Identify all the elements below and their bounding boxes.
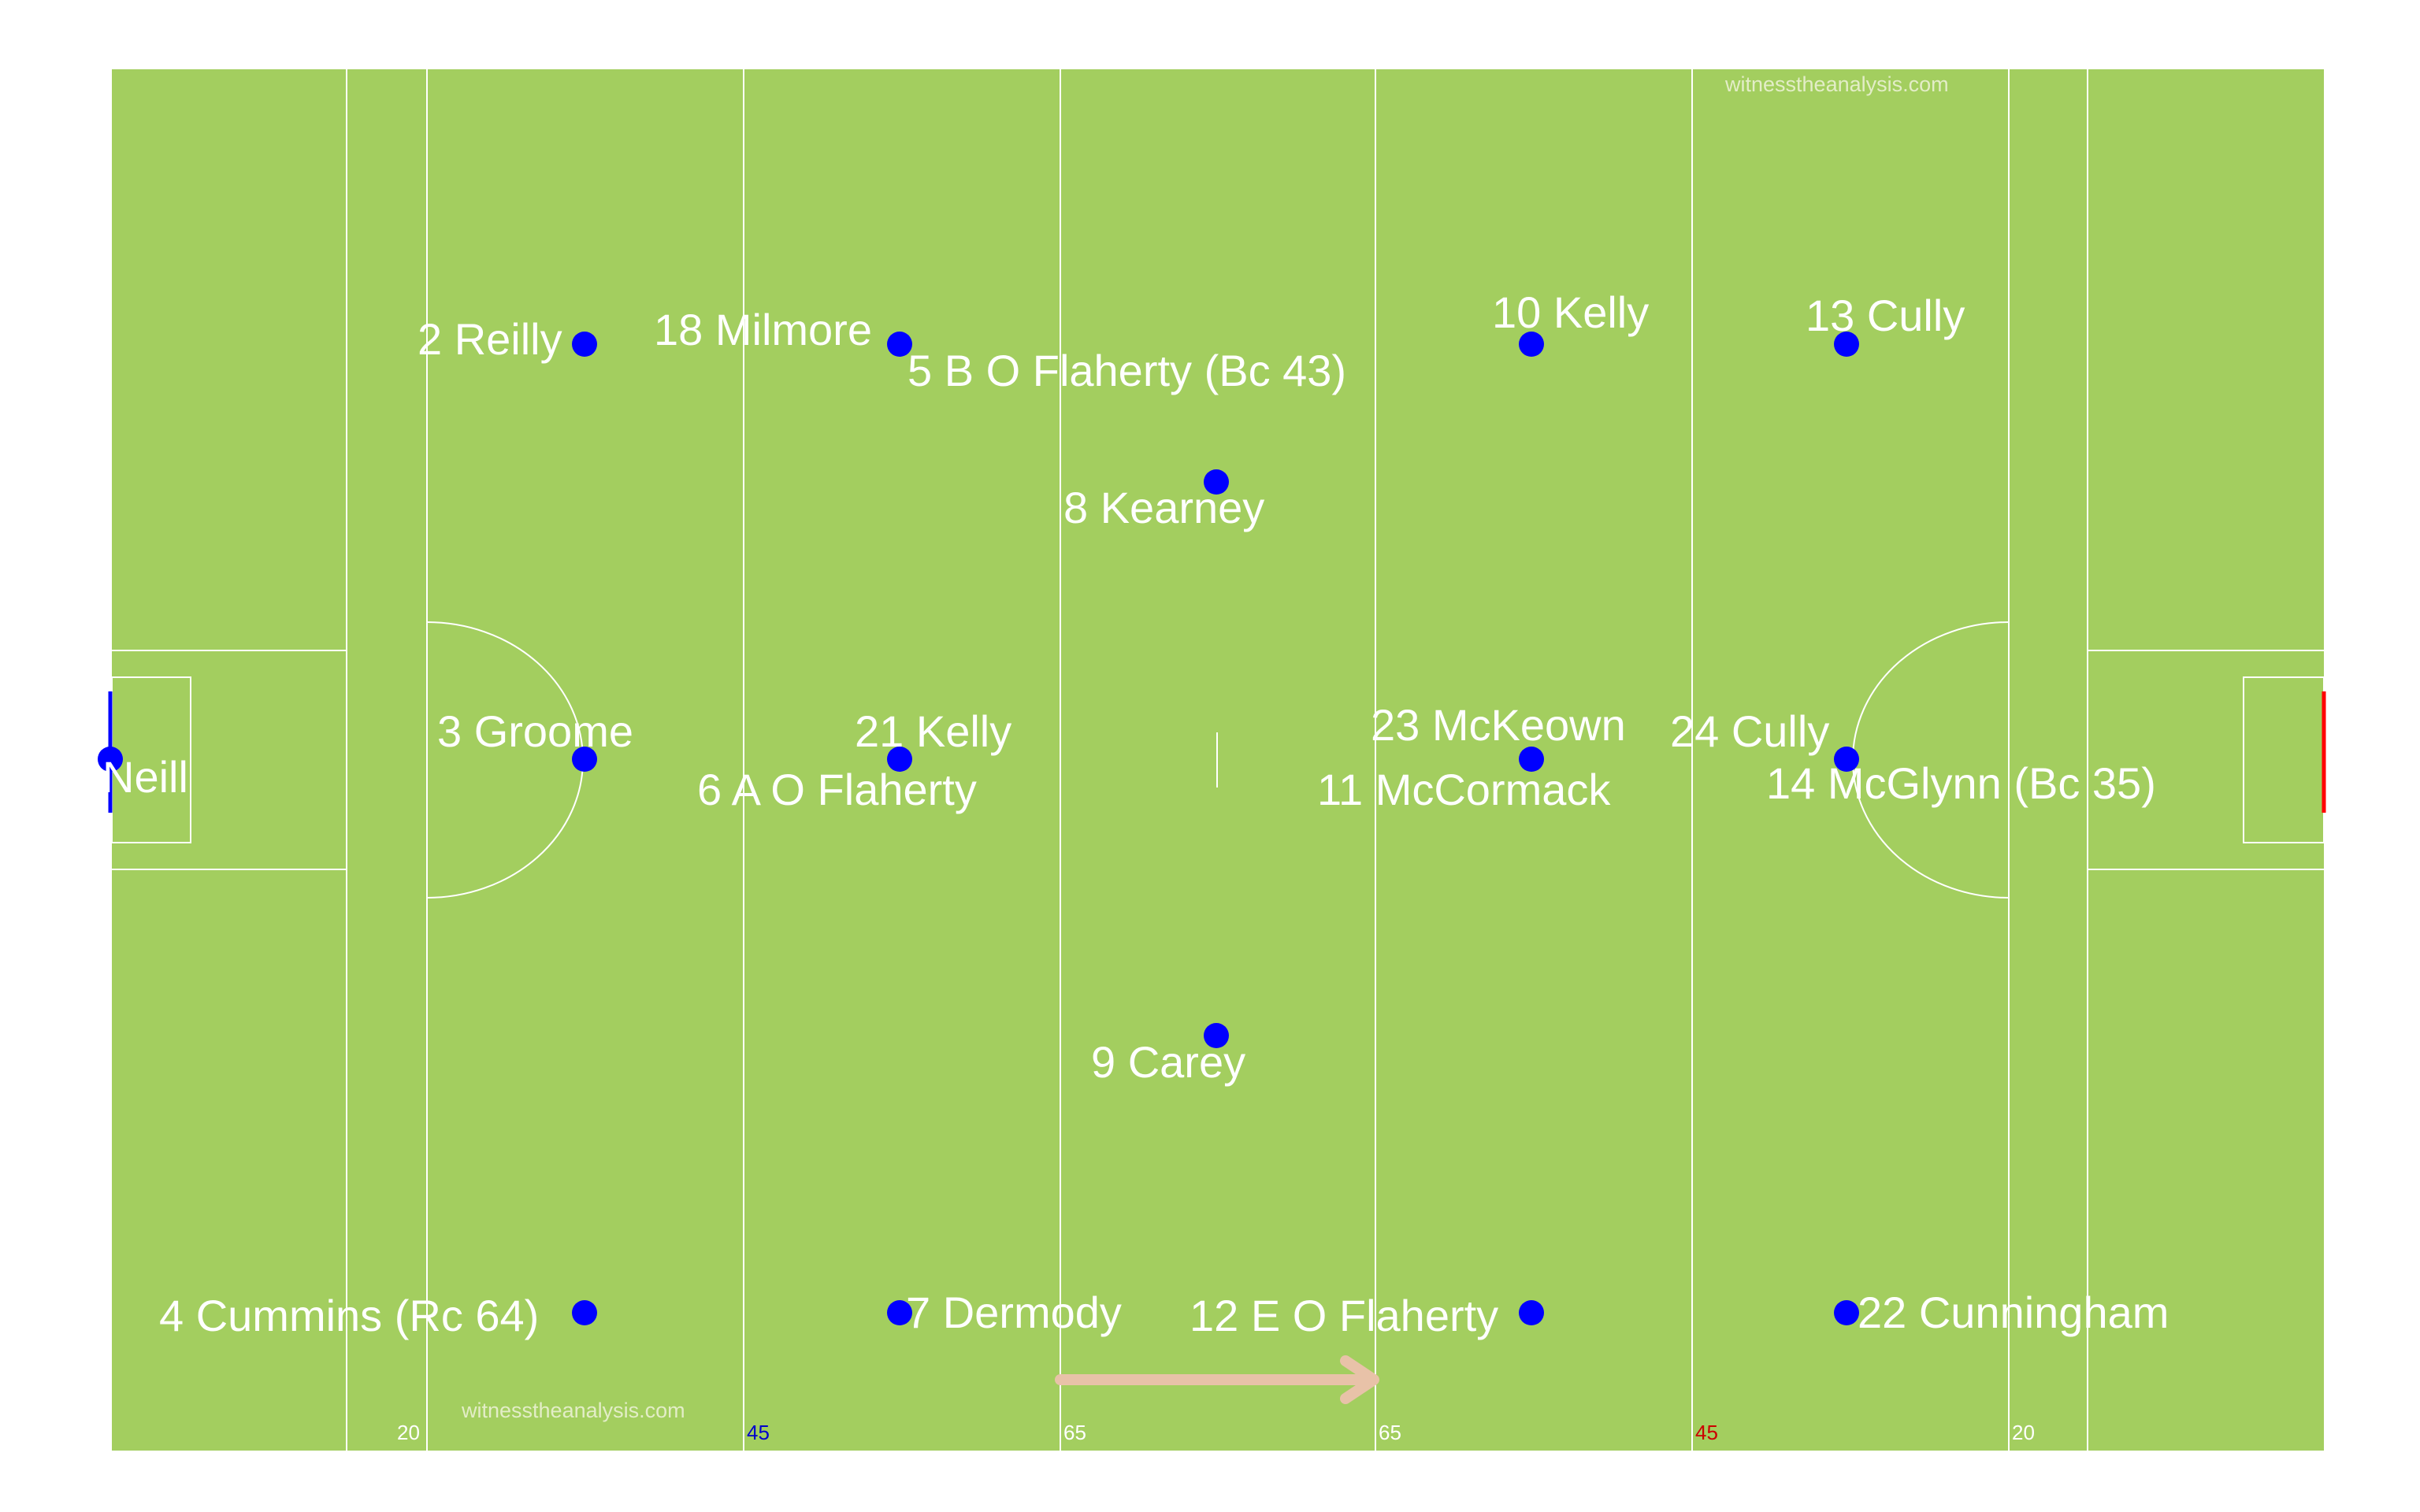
- player-marker-13-cully: [1834, 332, 1859, 357]
- player-label-9-carey: 9 Carey: [1091, 1037, 1245, 1087]
- player-marker-22-cunningham: [1834, 1300, 1859, 1325]
- player-marker-21-kelly: [887, 747, 912, 772]
- player-marker-18-milmore: [887, 332, 912, 357]
- distance-marker-right-45: 45: [1695, 1421, 1718, 1444]
- player-label-14-mcglynn-bc-35: 14 McGlynn (Bc 35): [1766, 758, 2156, 808]
- player-label-21-kelly: 21 Kelly: [855, 706, 1011, 756]
- player-label-24-cully: 24 Cully: [1670, 706, 1829, 756]
- players-layer: Neill 2 Reilly 3 Groome 4 Cummins (Rc 64) 18…: [98, 287, 2169, 1340]
- player-label-2-reilly: 2 Reilly: [418, 314, 562, 364]
- distance-marker-right-20: 20: [2012, 1421, 2035, 1444]
- player-marker-14-mcglynn-bc-35: [1834, 747, 1859, 772]
- player-label-3-groome: 3 Groome: [437, 706, 633, 756]
- player-marker-3-groome: [572, 747, 597, 772]
- distance-marker-left-65: 65: [1063, 1421, 1086, 1444]
- player-label-23-mckeown: 23 McKeown: [1371, 700, 1626, 750]
- distance-markers: 20 45 65 65 45 20: [397, 1421, 2035, 1444]
- player-label-7-dermody: 7 Dermody: [906, 1288, 1122, 1337]
- pitch-markings: [111, 69, 2325, 1451]
- player-marker-8-kearney: [1204, 469, 1229, 495]
- player-label-8-kearney: 8 Kearney: [1063, 483, 1264, 532]
- player-marker-23-mckeown: [1519, 747, 1544, 772]
- distance-marker-left-20: 20: [397, 1421, 420, 1444]
- player-label-10-kelly: 10 Kelly: [1492, 287, 1649, 337]
- distance-marker-left-45: 45: [747, 1421, 770, 1444]
- player-marker-neill: [98, 747, 123, 772]
- player-label-6-a-o-flaherty: 6 A O Flaherty: [697, 765, 977, 814]
- player-marker-7-dermody: [887, 1300, 912, 1325]
- attack-direction-arrow: [1055, 1355, 1379, 1404]
- player-label-13-cully: 13 Cully: [1806, 291, 1965, 340]
- player-marker-4-cummins-rc-64: [572, 1300, 597, 1325]
- distance-marker-right-65: 65: [1379, 1421, 1401, 1444]
- player-marker-10-kelly: [1519, 332, 1544, 357]
- player-label-18-milmore: 18 Milmore: [654, 305, 872, 354]
- player-marker-9-carey: [1204, 1023, 1229, 1048]
- player-label-12-e-o-flaherty: 12 E O Flaherty: [1190, 1291, 1498, 1340]
- player-label-4-cummins-rc-64: 4 Cummins (Rc 64): [159, 1291, 539, 1340]
- watermark-top: witnesstheanalysis.com: [1724, 72, 1949, 96]
- player-label-neill: Neill: [102, 752, 188, 802]
- player-marker-2-reilly: [572, 332, 597, 357]
- player-marker-12-e-o-flaherty: [1519, 1300, 1544, 1325]
- player-label-5-b-o-flaherty-bc-43: 5 B O Flaherty (Bc 43): [908, 346, 1346, 395]
- player-label-22-cunningham: 22 Cunningham: [1858, 1288, 2169, 1337]
- player-label-11-mccormack: 11 McCormack: [1317, 765, 1611, 814]
- watermark-bottom: witnesstheanalysis.com: [461, 1399, 685, 1422]
